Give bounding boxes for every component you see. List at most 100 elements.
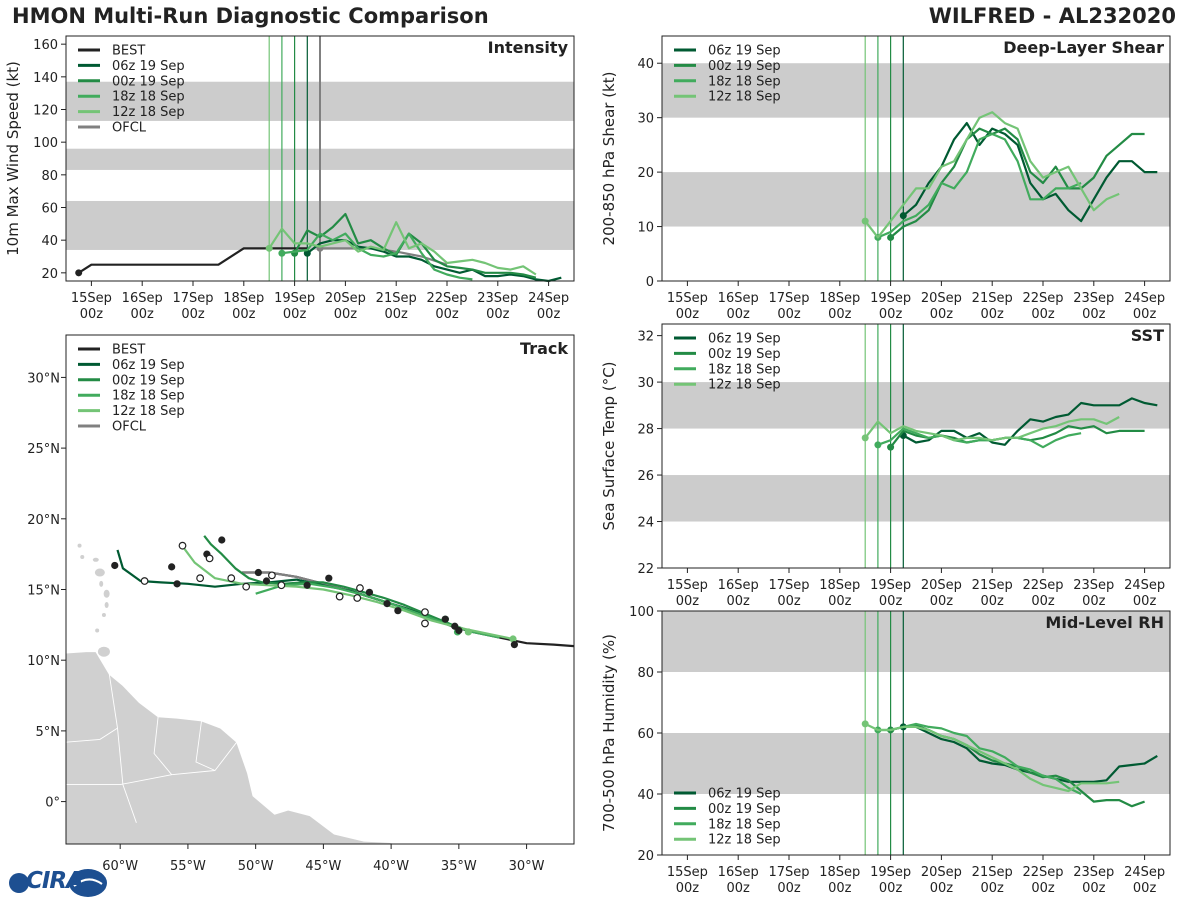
shear-xtick-day: 18Sep <box>819 291 860 306</box>
track-marker-open <box>353 594 362 602</box>
shear-xtick-label: 17Sep 00z <box>768 291 809 322</box>
sst-xtick-label: 20Sep 00z <box>921 578 962 609</box>
sst-ylabel: Sea Surface Temp (°C) <box>600 361 618 530</box>
shear-legend-label-r00z19: 00z 19 Sep <box>708 59 781 74</box>
intensity-series-r06z19 <box>306 239 562 283</box>
shear-start-marker-r12z18 <box>861 217 869 225</box>
sst-ytick-label: 32 <box>637 330 654 345</box>
shear-legend-label-r12z18: 12z 18 Sep <box>708 90 781 105</box>
track-xtick-label: 45°W <box>305 859 341 874</box>
shear-xtick-label: 19Sep 00z <box>870 291 911 322</box>
country-border <box>66 770 216 786</box>
track-ytick-label: 0° <box>45 796 60 811</box>
sst-start-marker-r18z18 <box>874 441 882 449</box>
intensity-xtick-day: 16Sep <box>122 291 163 306</box>
shear-frame <box>661 35 1171 282</box>
track-marker-filled <box>383 600 391 608</box>
rh-xtick-day: 24Sep <box>1124 865 1165 880</box>
sst-xtick-hour: 00z <box>1031 594 1055 609</box>
shear-legend-label-r18z18: 18z 18 Sep <box>708 74 781 89</box>
shear-band <box>662 63 1170 118</box>
sst-series-r12z18 <box>864 416 1120 442</box>
intensity-xtick-label: 20Sep 00z <box>325 291 366 322</box>
shear-ytick-label: 40 <box>637 57 654 72</box>
intensity-xtick-hour: 00z <box>486 307 510 322</box>
sst-xtick-label: 22Sep 00z <box>1022 578 1063 609</box>
shear-title: Deep-Layer Shear <box>1003 38 1164 57</box>
shear-xtick-day: 20Sep <box>921 291 962 306</box>
intensity-xtick-label: 19Sep 00z <box>274 291 315 322</box>
sst-xtick-label: 24Sep 00z <box>1124 578 1165 609</box>
track-xtick-label: 35°W <box>441 859 477 874</box>
sst-ytick-label: 30 <box>637 376 654 391</box>
sst-frame <box>661 323 1171 569</box>
intensity-series-r12z18 <box>268 221 537 276</box>
intensity-xtick-day: 18Sep <box>223 291 264 306</box>
intensity-xtick-hour: 00z <box>232 307 256 322</box>
sst-xtick-hour: 00z <box>981 594 1005 609</box>
intensity-series-best <box>78 247 308 274</box>
rh-legend-label-r18z18: 18z 18 Sep <box>708 817 781 832</box>
shear-xtick-day: 16Sep <box>718 291 759 306</box>
rh-xtick-day: 19Sep <box>870 865 911 880</box>
track-panel: 60°W 55°W 50°W 45°W 40°W 35°W 30°W 0° 5°N 10°N 15°… <box>27 334 575 874</box>
island <box>94 568 105 577</box>
track-ytick-label: 25°N <box>27 442 60 457</box>
sst-series-r06z19 <box>902 397 1158 446</box>
rh-xtick-hour: 00z <box>1133 881 1157 896</box>
track-marker-open <box>335 592 344 601</box>
intensity-xtick-hour: 00z <box>80 307 104 322</box>
intensity-xtick-label: 16Sep 00z <box>122 291 163 322</box>
intensity-xtick-label: 18Sep 00z <box>223 291 264 322</box>
rh-xtick-day: 21Sep <box>972 865 1013 880</box>
sst-xtick-day: 17Sep <box>768 578 809 593</box>
shear-xtick-day: 24Sep <box>1124 291 1165 306</box>
intensity-xtick-hour: 00z <box>385 307 409 322</box>
track-marker-r12z18 <box>464 628 472 636</box>
intensity-ytick-label: 60 <box>41 202 58 217</box>
shear-xtick-hour: 00z <box>981 307 1005 322</box>
rh-xtick-label: 22Sep 00z <box>1022 865 1063 896</box>
track-marker-open <box>140 577 149 585</box>
track-content <box>66 535 574 844</box>
shear-xtick-label: 16Sep 00z <box>718 291 759 322</box>
shear-xtick-day: 19Sep <box>870 291 911 306</box>
track-marker-filled <box>455 626 463 635</box>
intensity-xtick-day: 15Sep <box>71 291 112 306</box>
sst-xtick-hour: 00z <box>676 594 700 609</box>
sst-xtick-hour: 00z <box>777 594 801 609</box>
sst-xtick-day: 24Sep <box>1124 578 1165 593</box>
shear-xtick-hour: 00z <box>930 307 954 322</box>
track-marker-filled <box>111 561 119 570</box>
rh-xtick-day: 18Sep <box>819 865 860 880</box>
shear-xtick-hour: 00z <box>879 307 903 322</box>
track-ytick-label: 10°N <box>27 654 60 669</box>
intensity-ytick-label: 100 <box>33 136 58 151</box>
rh-xtick-hour: 00z <box>981 881 1005 896</box>
intensity-legend-label-ofcl: OFCL <box>112 121 147 136</box>
island <box>92 557 99 562</box>
rh-band <box>662 611 1170 672</box>
sst-xtick-day: 21Sep <box>972 578 1013 593</box>
shear-start-marker-r00z19 <box>887 233 895 241</box>
track-series-r00z19 <box>203 535 473 633</box>
rh-xtick-label: 23Sep 00z <box>1073 865 1114 896</box>
shear-legend-label-r06z19: 06z 19 Sep <box>708 44 781 59</box>
track-ytick-label: 20°N <box>27 513 60 528</box>
sst-xtick-hour: 00z <box>828 594 852 609</box>
track-title: Track <box>520 339 568 358</box>
shear-xtick-hour: 00z <box>676 307 700 322</box>
track-marker-open <box>421 619 429 628</box>
track-legend-label-r06z19: 06z 19 Sep <box>112 358 185 373</box>
island <box>77 543 82 548</box>
track-legend-label-r12z18: 12z 18 Sep <box>112 404 185 419</box>
rh-xtick-day: 20Sep <box>921 865 962 880</box>
shear-xtick-day: 17Sep <box>768 291 809 306</box>
rh-xtick-day: 15Sep <box>667 865 708 880</box>
intensity-start-marker-r18z18 <box>278 249 286 257</box>
sst-xtick-label: 19Sep 00z <box>870 578 911 609</box>
shear-xtick-label: 23Sep 00z <box>1073 291 1114 322</box>
